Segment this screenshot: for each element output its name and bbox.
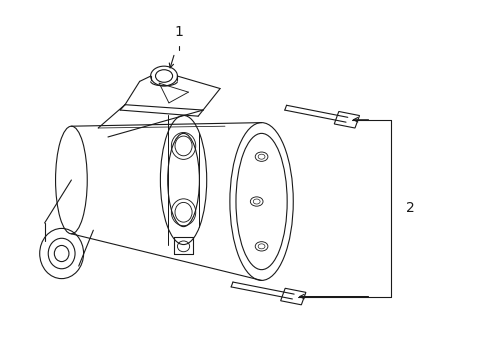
Text: 1: 1 [174,25,183,39]
Text: 2: 2 [405,201,414,215]
